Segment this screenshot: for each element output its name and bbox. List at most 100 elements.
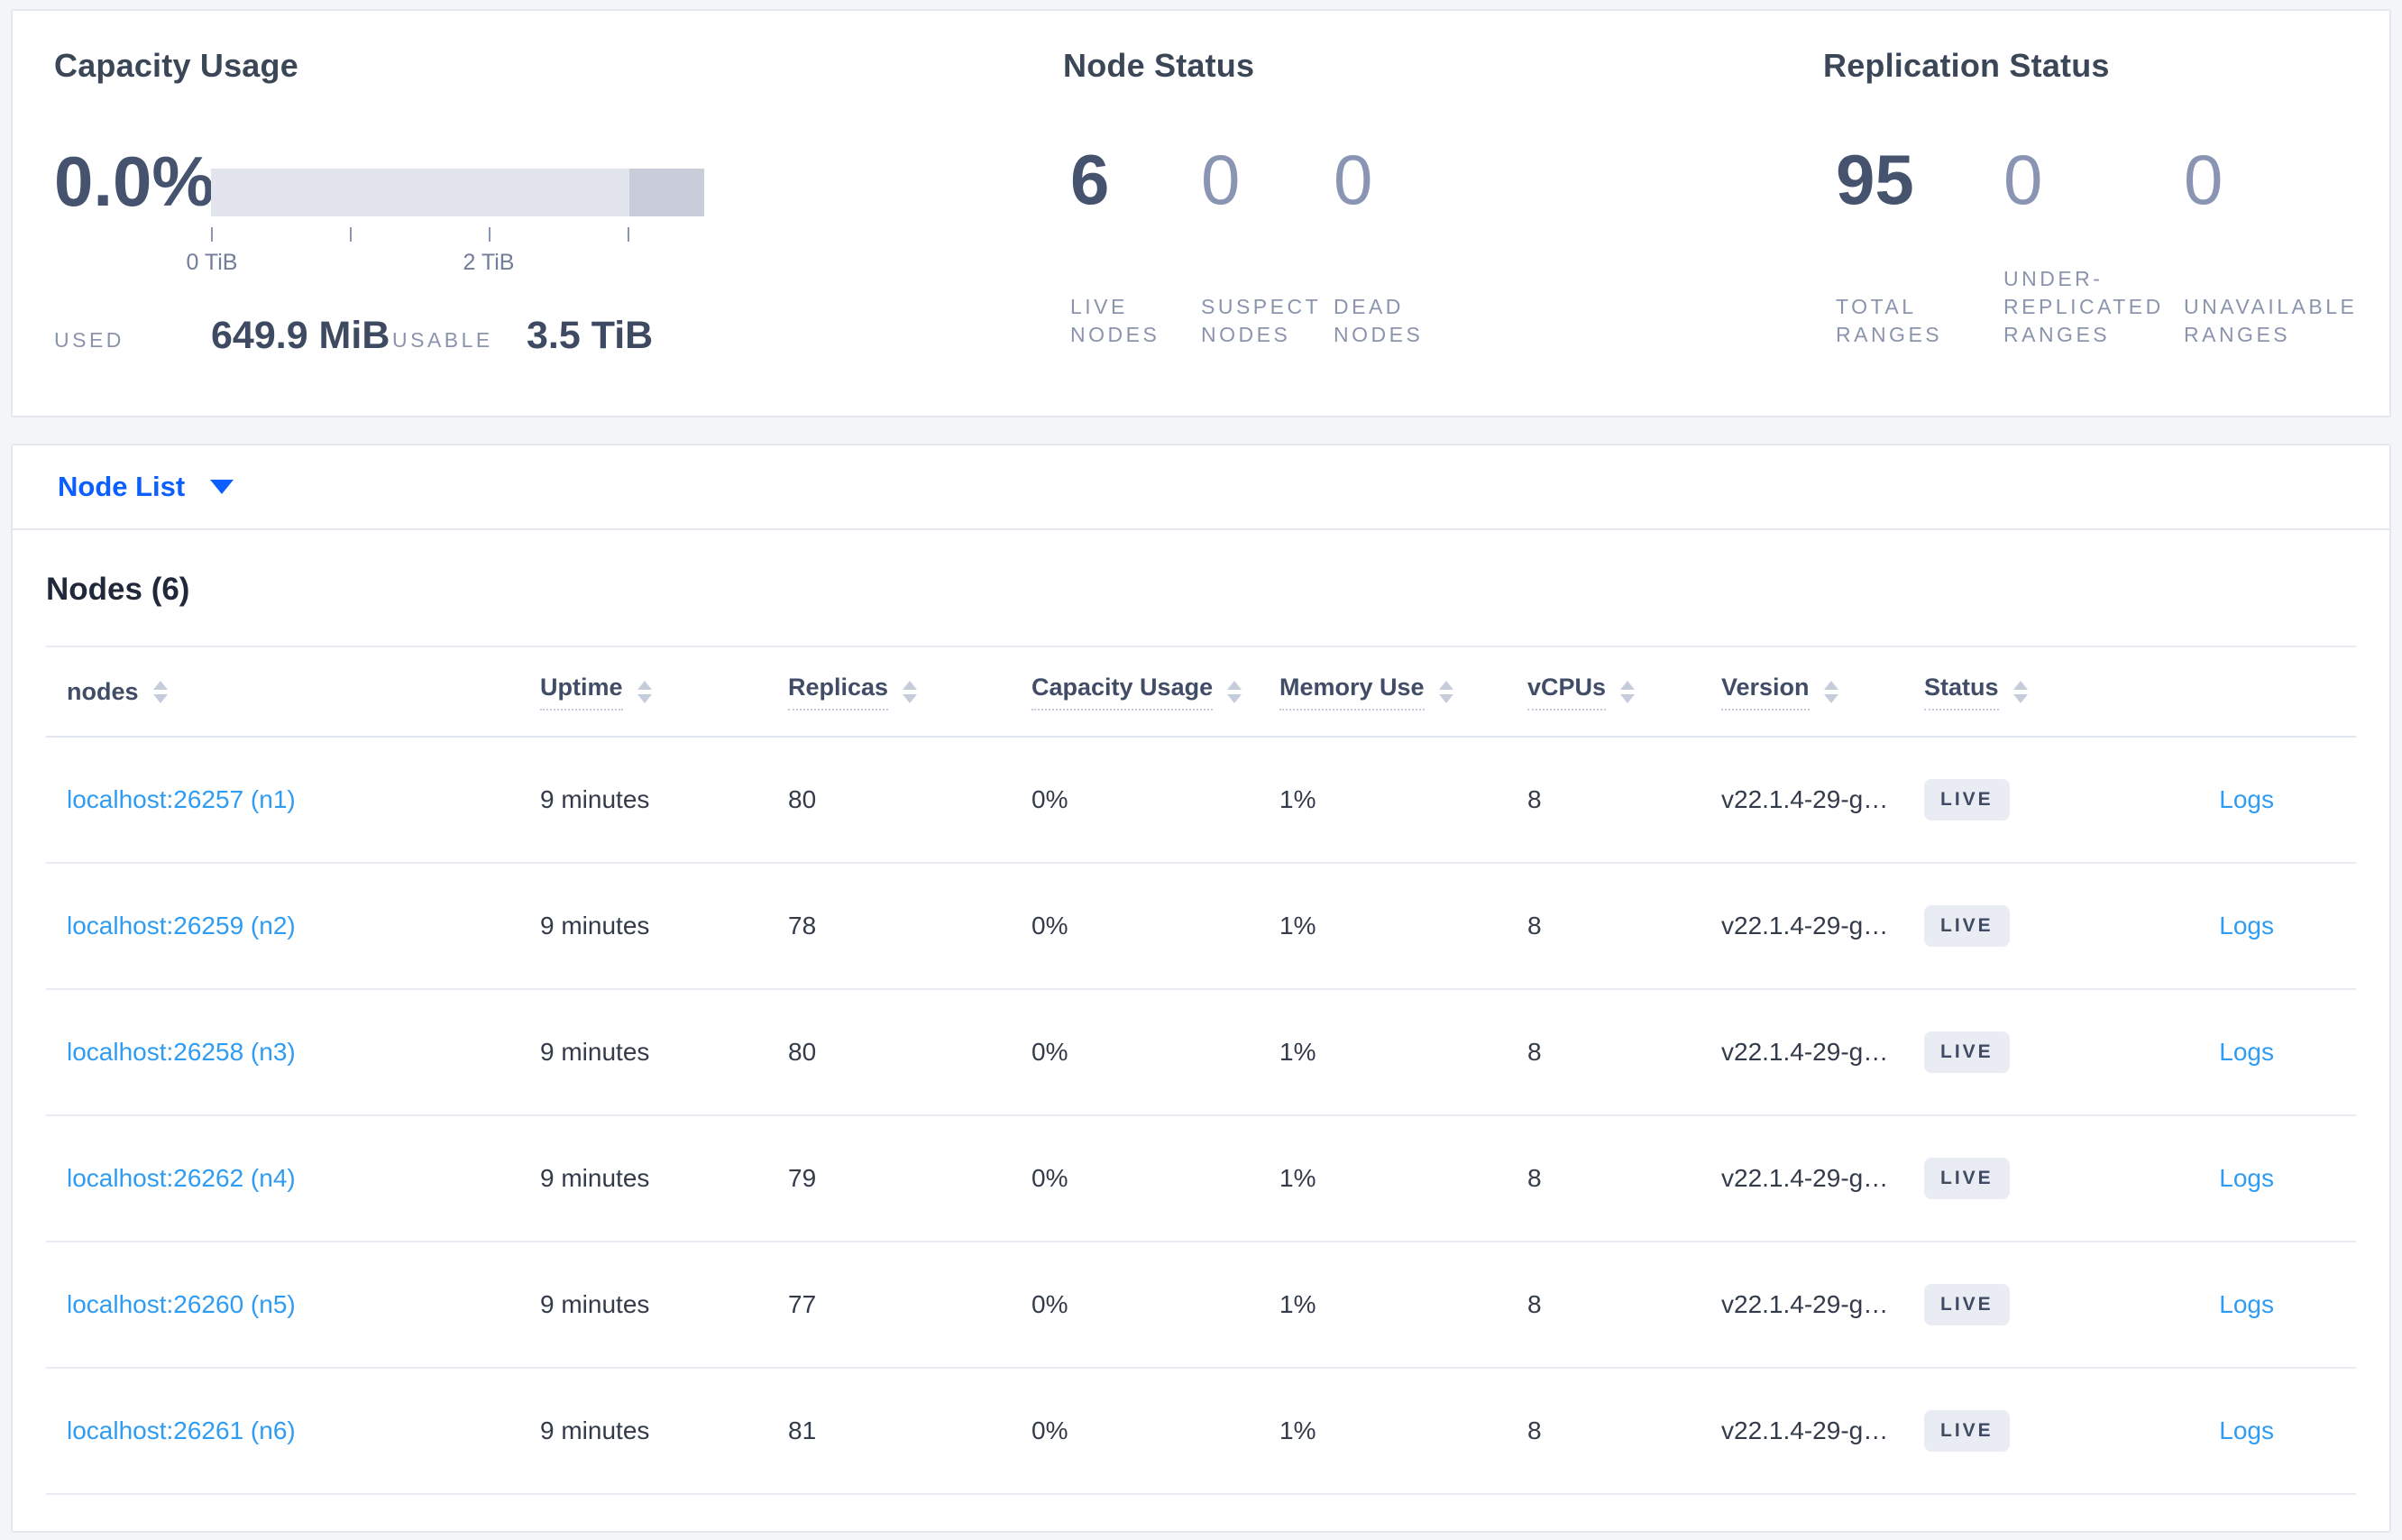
replicas-cell: 78 — [788, 912, 817, 940]
table-row: localhost:26258 (n3) 9 minutes 80 0% 1% … — [46, 990, 2356, 1116]
view-selector-bar: Node List — [13, 445, 2389, 530]
under-replicated-ranges-count: 0 — [2003, 140, 2043, 219]
node-link[interactable]: localhost:26261 (n6) — [67, 1416, 296, 1444]
capacity-usage-cell: 0% — [1031, 1416, 1068, 1444]
uptime-cell: 9 minutes — [540, 1164, 650, 1192]
node-status-title: Node Status — [1063, 47, 1255, 84]
chevron-down-icon — [210, 480, 234, 494]
memory-use-cell: 1% — [1279, 785, 1316, 813]
unavailable-ranges-count: 0 — [2184, 140, 2223, 219]
column-header-version[interactable]: Version — [1721, 674, 1924, 710]
status-badge: LIVE — [1924, 905, 2010, 947]
table-row: localhost:26260 (n5) 9 minutes 77 0% 1% … — [46, 1242, 2356, 1369]
vcpus-cell: 8 — [1527, 1416, 1542, 1444]
status-cell: LIVE — [1924, 1158, 2163, 1199]
replicas-cell: 79 — [788, 1164, 817, 1192]
nodes-table: nodes Uptime Replicas Capacity Usage Mem… — [46, 646, 2356, 1495]
vcpus-cell: 8 — [1527, 785, 1542, 813]
vcpus-cell: 8 — [1527, 1038, 1542, 1066]
node-link[interactable]: localhost:26257 (n1) — [67, 785, 296, 813]
sort-icon — [152, 680, 168, 703]
node-list-dropdown[interactable]: Node List — [58, 471, 234, 503]
logs-link[interactable]: Logs — [2219, 1416, 2274, 1444]
vcpus-cell: 8 — [1527, 1164, 1542, 1192]
node-list-dropdown-label: Node List — [58, 471, 186, 502]
logs-link[interactable]: Logs — [2219, 1164, 2274, 1192]
suspect-nodes-stat: 0 SUSPECT NODES — [1201, 47, 1327, 349]
sort-icon — [1438, 680, 1453, 703]
axis-tick-label: 2 TiB — [463, 250, 515, 275]
logs-link[interactable]: Logs — [2219, 912, 2274, 940]
suspect-nodes-count: 0 — [1201, 140, 1241, 219]
node-link[interactable]: localhost:26259 (n2) — [67, 912, 296, 940]
capacity-used-percent: 0.0% — [54, 142, 215, 221]
used-label: USED — [54, 328, 124, 352]
nodes-table-header-row: nodes Uptime Replicas Capacity Usage Mem… — [46, 647, 2356, 738]
live-nodes-count: 6 — [1070, 140, 1110, 219]
memory-use-cell: 1% — [1279, 1164, 1316, 1192]
table-row: localhost:26262 (n4) 9 minutes 79 0% 1% … — [46, 1116, 2356, 1242]
sort-icon — [1227, 680, 1242, 703]
node-status-section: Node Status 6 LIVE NODES 0 SUSPECT NODES… — [1063, 47, 1694, 349]
node-link[interactable]: localhost:26262 (n4) — [67, 1164, 296, 1192]
under-replicated-ranges-stat: 0 UNDER-REPLICATED RANGES — [2003, 47, 2175, 349]
column-header-memory-use[interactable]: Memory Use — [1279, 674, 1527, 710]
vcpus-cell: 8 — [1527, 912, 1542, 940]
memory-use-cell: 1% — [1279, 912, 1316, 940]
uptime-cell: 9 minutes — [540, 1416, 650, 1444]
sort-icon — [1823, 680, 1838, 703]
status-cell: LIVE — [1924, 779, 2163, 820]
uptime-cell: 9 minutes — [540, 785, 650, 813]
uptime-cell: 9 minutes — [540, 912, 650, 940]
capacity-usage-section: Capacity Usage 0.0% 0 TiB 2 TiB USED 649… — [54, 47, 1028, 357]
node-list-panel: Node List Nodes (6) nodes Uptime Replica… — [11, 444, 2391, 1533]
memory-use-cell: 1% — [1279, 1416, 1316, 1444]
capacity-usage-cell: 0% — [1031, 912, 1068, 940]
capacity-used-usable-row: USED 649.9 MiB USABLE 3.5 TiB — [54, 314, 775, 362]
memory-use-cell: 1% — [1279, 1038, 1316, 1066]
used-value: 649.9 MiB — [211, 314, 390, 357]
under-replicated-ranges-label: UNDER-REPLICATED RANGES — [2003, 267, 2164, 346]
status-cell: LIVE — [1924, 1031, 2163, 1073]
version-cell: v22.1.4-29-g… — [1721, 1038, 1889, 1066]
capacity-usage-gauge: 0 TiB 2 TiB — [187, 169, 704, 275]
column-header-uptime[interactable]: Uptime — [540, 674, 788, 710]
usable-value: 3.5 TiB — [527, 314, 654, 357]
status-badge: LIVE — [1924, 1158, 2010, 1199]
replicas-cell: 80 — [788, 1038, 817, 1066]
memory-use-cell: 1% — [1279, 1290, 1316, 1318]
status-badge: LIVE — [1924, 779, 2010, 820]
live-nodes-label: LIVE NODES — [1070, 295, 1160, 346]
axis-tick — [628, 227, 629, 242]
live-nodes-stat: 6 LIVE NODES — [1070, 47, 1187, 349]
replication-status-title: Replication Status — [1823, 47, 2110, 84]
axis-tick — [350, 227, 352, 242]
capacity-gauge-bar — [211, 169, 704, 216]
column-header-vcpus[interactable]: vCPUs — [1527, 674, 1721, 710]
logs-link[interactable]: Logs — [2219, 1038, 2274, 1066]
cluster-summary-panel: Capacity Usage 0.0% 0 TiB 2 TiB USED 649… — [11, 9, 2391, 417]
logs-link[interactable]: Logs — [2219, 785, 2274, 813]
version-cell: v22.1.4-29-g… — [1721, 785, 1889, 813]
version-cell: v22.1.4-29-g… — [1721, 912, 1889, 940]
dead-nodes-label: DEAD NODES — [1334, 295, 1424, 346]
total-ranges-stat: 95 TOTAL RANGES — [1836, 47, 1967, 349]
table-row: localhost:26259 (n2) 9 minutes 78 0% 1% … — [46, 864, 2356, 990]
node-link[interactable]: localhost:26260 (n5) — [67, 1290, 296, 1318]
sort-icon — [637, 680, 652, 703]
column-header-capacity-usage[interactable]: Capacity Usage — [1031, 674, 1279, 710]
logs-link[interactable]: Logs — [2219, 1290, 2274, 1318]
total-ranges-label: TOTAL RANGES — [1836, 295, 1943, 346]
version-cell: v22.1.4-29-g… — [1721, 1290, 1889, 1318]
dead-nodes-count: 0 — [1334, 140, 1373, 219]
replicas-cell: 80 — [788, 785, 817, 813]
column-header-status[interactable]: Status — [1924, 674, 2163, 710]
capacity-usage-cell: 0% — [1031, 1290, 1068, 1318]
table-row: localhost:26261 (n6) 9 minutes 81 0% 1% … — [46, 1369, 2356, 1495]
node-link[interactable]: localhost:26258 (n3) — [67, 1038, 296, 1066]
column-header-replicas[interactable]: Replicas — [788, 674, 1031, 710]
nodes-table-title: Nodes (6) — [46, 572, 190, 607]
column-header-nodes[interactable]: nodes — [67, 678, 540, 706]
replication-status-section: Replication Status 95 TOTAL RANGES 0 UND… — [1823, 47, 2382, 349]
capacity-usage-cell: 0% — [1031, 1164, 1068, 1192]
